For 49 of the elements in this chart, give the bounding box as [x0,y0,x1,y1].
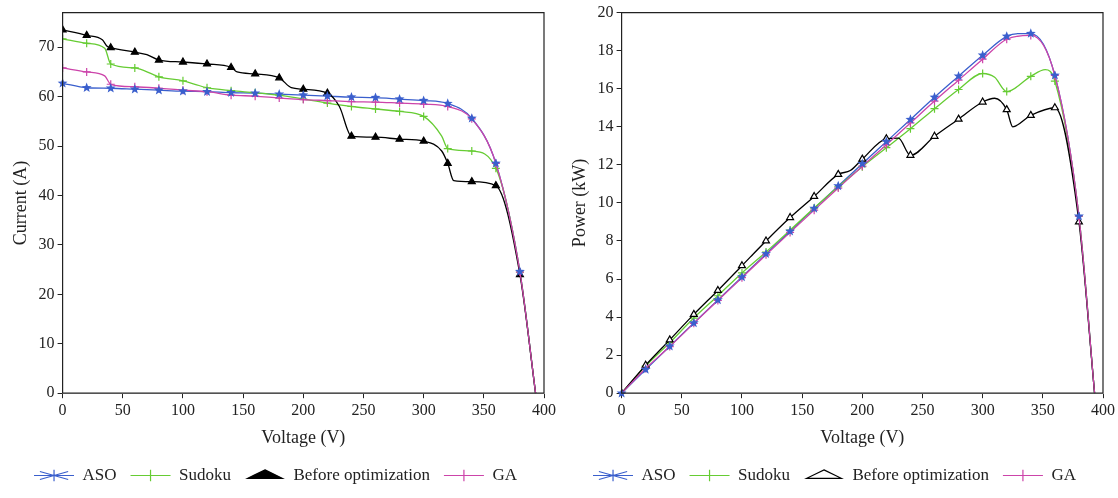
y-tick-label: 6 [605,269,614,287]
y-tick-label: 50 [38,136,55,154]
y-tick-label: 30 [38,235,55,253]
x-tick-label: 350 [1030,401,1055,418]
y-tick-label: 2 [605,345,614,363]
y-tick-label: 18 [597,40,614,58]
y-tick-label: 14 [597,116,614,134]
x-axis-title: Voltage (V) [261,426,346,448]
x-tick-label: 100 [170,401,195,418]
legend-label: Before optimization [852,464,990,484]
y-tick-label: 10 [38,333,55,351]
legend-label: Sudoku [738,464,791,484]
x-tick-label: 100 [729,401,754,418]
x-tick-label: 200 [291,401,316,418]
x-tick-label: 300 [970,401,995,418]
y-tick-label: 60 [38,86,55,104]
x-tick-label: 50 [114,401,131,418]
legend-label: ASO [82,464,117,484]
x-tick-label: 200 [850,401,875,418]
y-tick-label: 12 [597,155,614,173]
legend-label: ASO [641,464,676,484]
legend-label: Before optimization [293,464,431,484]
x-tick-label: 0 [617,401,626,418]
y-tick-label: 70 [38,37,55,55]
x-tick-label: 400 [1091,401,1115,418]
y-axis-title: Current (A) [9,160,31,246]
x-tick-label: 50 [673,401,690,418]
x-tick-label: 400 [532,401,556,418]
x-axis-title: Voltage (V) [820,426,905,448]
legend-label: GA [1051,464,1077,484]
x-tick-label: 0 [58,401,67,418]
y-tick-label: 4 [605,307,614,325]
y-tick-label: 20 [38,284,55,302]
x-tick-label: 350 [471,401,496,418]
y-tick-label: 40 [38,185,55,203]
x-tick-label: 150 [790,401,815,418]
x-tick-label: 250 [351,401,376,418]
y-tick-label: 10 [597,193,614,211]
y-tick-label: 0 [605,383,614,401]
legend-label: GA [492,464,518,484]
legend-label: Sudoku [179,464,232,484]
y-axis-title: Power (kW) [568,158,590,248]
y-tick-label: 0 [46,383,55,401]
y-tick-label: 16 [597,78,614,96]
x-tick-label: 300 [411,401,436,418]
x-tick-label: 250 [910,401,935,418]
y-tick-label: 20 [597,2,614,20]
x-tick-label: 150 [231,401,256,418]
y-tick-label: 8 [605,231,614,249]
